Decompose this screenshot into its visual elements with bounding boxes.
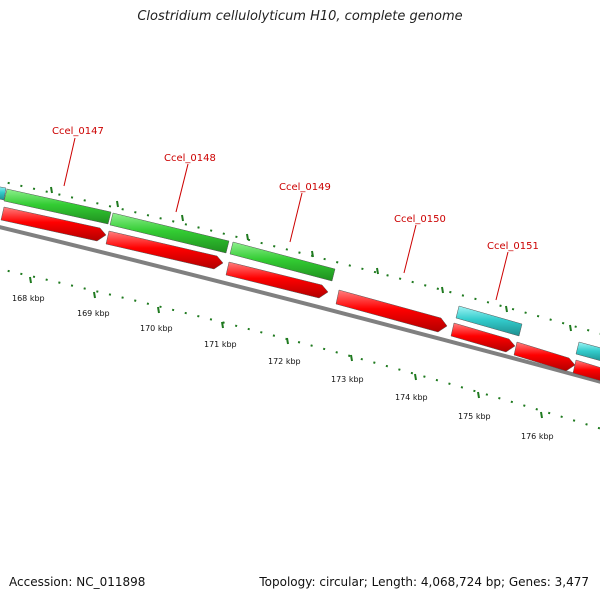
leader-line-ccel-0147 [63, 137, 76, 187]
outer-major-tick [505, 305, 508, 313]
outer-tick-ring [0, 180, 600, 335]
reverse-strand-track [0, 206, 600, 382]
scale-label: 174 kbp [395, 393, 428, 402]
scale-major-tick [286, 337, 289, 345]
outer-major-tick [181, 214, 184, 222]
gene-label-ccel-0148[interactable]: Ccel_0148 [164, 153, 216, 164]
gene-feature-cds-reverse[interactable] [572, 359, 600, 382]
gene-feature-rna[interactable] [455, 305, 523, 337]
outer-major-tick [441, 286, 444, 294]
leader-line-ccel-0149 [289, 192, 303, 243]
scale-major-tick [29, 276, 32, 284]
scale-label: 176 kbp [521, 432, 554, 441]
gene-label-ccel-0149[interactable]: Ccel_0149 [279, 182, 331, 193]
scale-major-tick [157, 306, 160, 314]
genome-summary-label: Topology: circular; Length: 4,068,724 bp… [259, 575, 589, 589]
gene-feature-cds-reverse[interactable] [450, 322, 516, 353]
scale-major-tick [540, 411, 543, 419]
scale-label: 169 kbp [77, 309, 110, 318]
scale-label: 171 kbp [204, 340, 237, 349]
gene-feature-cds-forward[interactable] [229, 241, 336, 282]
outer-major-tick [50, 186, 53, 194]
outer-major-tick [311, 250, 314, 258]
gene-label-ccel-0150[interactable]: Ccel_0150 [394, 214, 446, 225]
gene-feature-cds-reverse[interactable] [0, 206, 107, 242]
scale-major-ticks [29, 276, 543, 419]
scale-label: 172 kbp [268, 357, 301, 366]
leader-line-ccel-0151 [495, 251, 509, 301]
gene-feature-cds-forward[interactable] [109, 212, 230, 254]
accession-label: Accession: NC_011898 [9, 575, 146, 589]
gene-label-ccel-0147[interactable]: Ccel_0147 [52, 126, 104, 137]
scale-major-tick [414, 373, 417, 381]
scale-label: 175 kbp [458, 412, 491, 421]
gene-labels: Ccel_0147 Ccel_0148 Ccel_0149 Ccel_0150 … [52, 126, 539, 252]
scale-major-tick [350, 354, 353, 362]
gene-feature-cds-forward[interactable] [3, 188, 112, 225]
scale-tick-ring [0, 268, 600, 430]
leader-line-ccel-0150 [403, 224, 417, 274]
scale-labels: 168 kbp 169 kbp 170 kbp 171 kbp 172 kbp … [12, 294, 554, 441]
genome-backbone [0, 225, 600, 384]
outer-major-tick [116, 200, 119, 208]
gene-feature-rna[interactable] [575, 341, 600, 362]
gene-label-ccel-0151[interactable]: Ccel_0151 [487, 241, 539, 252]
gene-feature-cds-reverse[interactable] [225, 261, 329, 299]
scale-label: 170 kbp [140, 324, 173, 333]
gene-feature-cds-reverse[interactable] [335, 289, 448, 333]
scale-major-tick [93, 291, 96, 299]
gene-feature-cds-reverse[interactable] [513, 341, 576, 372]
forward-strand-track [0, 186, 600, 362]
page-title: Clostridium cellulolyticum H10, complete… [137, 9, 463, 24]
outer-major-ticks [50, 186, 572, 332]
scale-label: 173 kbp [331, 375, 364, 384]
scale-label: 168 kbp [12, 294, 45, 303]
leader-line-ccel-0148 [175, 163, 189, 213]
scale-major-tick [221, 321, 224, 329]
outer-major-tick [246, 233, 249, 241]
scale-major-tick [477, 391, 480, 399]
outer-major-tick [569, 324, 572, 332]
outer-major-tick [376, 267, 379, 275]
gene-label-leaders [63, 137, 509, 301]
gene-feature-cds-reverse[interactable] [105, 230, 224, 270]
